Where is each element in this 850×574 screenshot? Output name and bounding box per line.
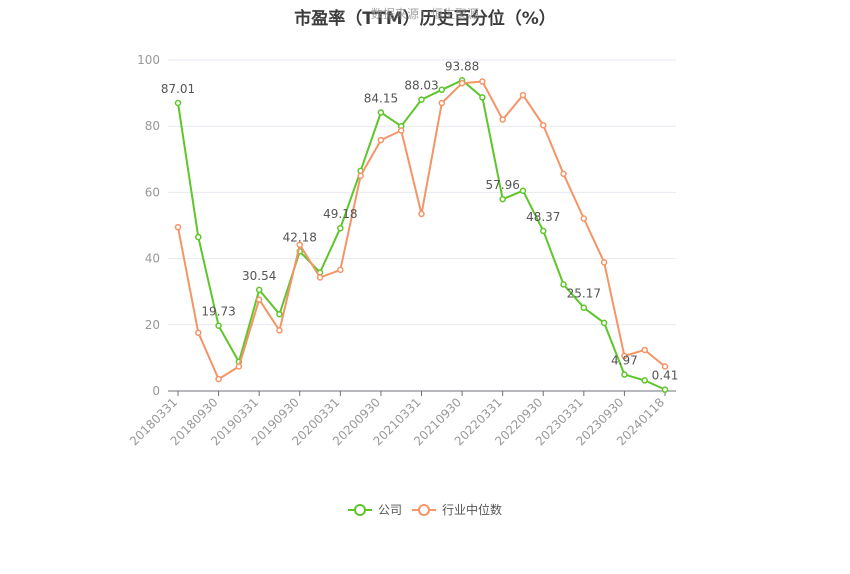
data-label: 93.88 [445,59,479,73]
data-label: 25.17 [567,287,601,301]
chart-title: 市盈率（TTM）历史百分位（%） [294,9,556,29]
data-point [195,329,202,336]
y-tick-label: 100 [137,53,160,67]
data-label: 88.03 [404,79,438,93]
data-label: 87.01 [161,82,195,96]
data-point [499,195,506,203]
data-label: 49.18 [323,207,357,221]
data-point [560,281,567,288]
grid-lines [168,59,676,326]
data-point [540,121,547,129]
data-point [174,223,182,231]
axes: 0204060801002018033120180930201903312019… [127,53,676,448]
data-label: 57.96 [485,178,519,192]
data-point [377,109,385,116]
y-tick-label: 0 [152,384,160,398]
data-point [580,304,588,311]
data-point [255,296,263,303]
data-point [519,91,527,99]
data-labels: 87.01 19.73 30.54 42.18 49.18 84.15 88.03 93.88… [161,59,679,382]
y-tick-label: 60 [145,185,160,199]
data-point [276,327,283,334]
data-point [600,319,608,327]
data-point [661,363,669,370]
data-point [458,79,466,87]
data-point [377,136,385,144]
data-point [621,371,628,378]
data-point [438,86,446,94]
data-point [661,386,669,393]
data-point [418,210,425,218]
data-label: 0.41 [652,369,679,383]
data-label: 30.54 [242,269,276,283]
data-label: 42.18 [283,230,317,244]
data-point [316,274,324,281]
series-lines [174,77,669,393]
data-label: 4.97 [611,354,638,368]
legend-item-0[interactable]: 公司 [348,503,402,517]
y-tick-label: 80 [145,119,160,133]
data-label: 84.15 [364,91,398,105]
data-point [641,346,648,354]
data-point [519,187,527,194]
data-point [499,116,506,123]
legend-item-1[interactable]: 行业中位数 [412,502,502,517]
legend-marker [354,504,366,516]
data-point [255,286,263,294]
legend-label: 公司 [378,503,402,517]
data-point [438,99,446,107]
data-point [600,258,608,266]
data-point [397,127,405,134]
data-point [621,352,628,360]
data-point [479,78,486,85]
data-label: 19.73 [201,305,235,319]
data-point [337,266,344,274]
data-point [580,215,588,222]
legend-marker [418,504,430,516]
data-point [276,310,283,318]
data-point [418,96,425,103]
data-point [357,172,364,180]
data-point [479,94,486,101]
data-point [641,377,648,384]
data-point [540,227,547,235]
data-point [337,224,344,232]
data-point [195,233,202,241]
y-tick-label: 40 [145,252,160,266]
y-tick-label: 20 [145,318,160,332]
data-label: 48.37 [526,210,560,224]
data-point [215,322,222,329]
legend-label: 行业中位数 [442,502,502,517]
data-point [235,363,243,370]
data-point [215,375,222,383]
chart-source-watermark: 数据来源：恒生聚源 [370,7,479,21]
data-point [560,170,567,178]
data-point [296,241,303,248]
data-point [174,99,182,107]
legend[interactable]: 公司 行业中位数 [348,502,502,517]
